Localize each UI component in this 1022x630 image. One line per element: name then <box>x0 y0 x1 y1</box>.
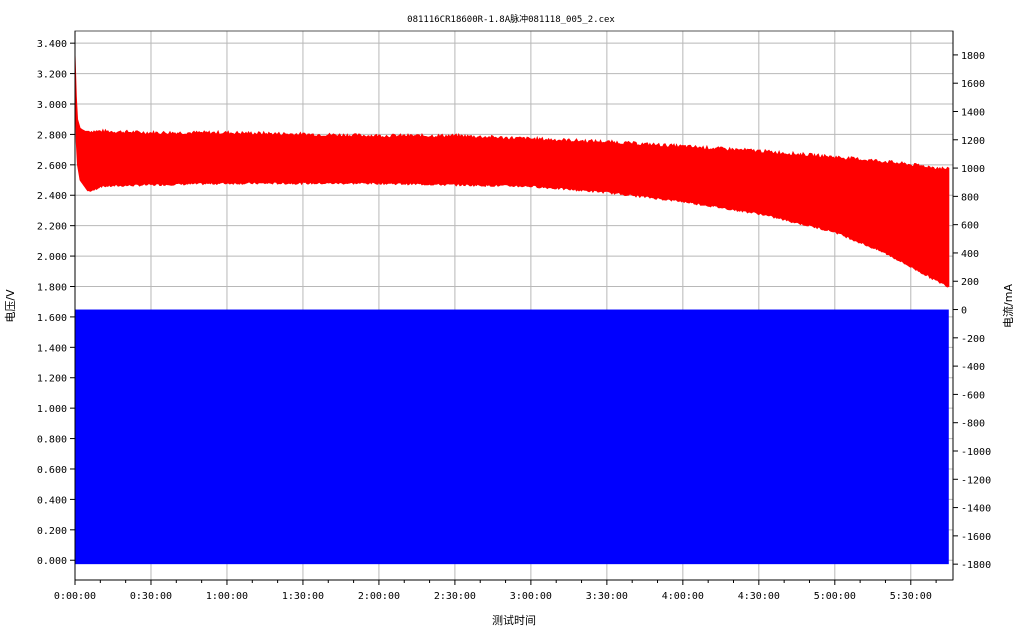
y-right-tick-label: 600 <box>961 221 979 232</box>
y-left-tick-label: 2.200 <box>37 222 67 233</box>
x-axis-label: 测试时间 <box>492 614 536 627</box>
y-left-tick-label: 3.400 <box>37 39 67 50</box>
y-right-tick-label: -1000 <box>961 447 991 458</box>
y-right-tick-label: 0 <box>961 306 967 317</box>
y-left-tick-label: 0.400 <box>37 495 67 506</box>
x-tick-label: 2:30:00 <box>434 591 476 602</box>
y-right-tick-label: -200 <box>961 334 985 345</box>
y-left-tick-label: 1.000 <box>37 404 67 415</box>
x-tick-label: 4:00:00 <box>662 591 704 602</box>
y-left-tick-label: 1.400 <box>37 343 67 354</box>
x-tick-label: 2:00:00 <box>358 591 400 602</box>
y-left-tick-label: 2.800 <box>37 130 67 141</box>
y-right-tick-label: -1600 <box>961 532 991 543</box>
x-tick-label: 0:30:00 <box>130 591 172 602</box>
y-right-tick-label: -1200 <box>961 475 991 486</box>
x-tick-label: 5:30:00 <box>890 591 932 602</box>
x-tick-label: 1:30:00 <box>282 591 324 602</box>
y-left-tick-label: 3.200 <box>37 70 67 81</box>
y-right-tick-label: -800 <box>961 419 985 430</box>
x-tick-label: 0:00:00 <box>54 591 96 602</box>
x-tick-label: 5:00:00 <box>814 591 856 602</box>
y-right-tick-label: 1600 <box>961 79 985 90</box>
y-left-tick-label: 2.600 <box>37 161 67 172</box>
y-right-tick-label: 1000 <box>961 164 985 175</box>
y-left-tick-label: 0.800 <box>37 435 67 446</box>
y-right-tick-label: 800 <box>961 192 979 203</box>
current-series-band <box>75 309 949 565</box>
y-right-tick-label: 1400 <box>961 107 985 118</box>
y-left-tick-label: 0.200 <box>37 526 67 537</box>
x-tick-label: 4:30:00 <box>738 591 780 602</box>
y-right-tick-label: 200 <box>961 277 979 288</box>
x-tick-label: 3:30:00 <box>586 591 628 602</box>
y-left-tick-label: 0.600 <box>37 465 67 476</box>
y-right-tick-label: -400 <box>961 362 985 373</box>
y-right-tick-label: -1800 <box>961 560 991 571</box>
y-left-tick-label: 2.000 <box>37 252 67 263</box>
series-layer <box>74 55 950 565</box>
voltage-series-band <box>74 55 950 288</box>
y-left-tick-label: 2.400 <box>37 191 67 202</box>
y-left-tick-label: 1.600 <box>37 313 67 324</box>
y-axis-left-label: 电压/V <box>4 289 17 323</box>
y-right-tick-label: 400 <box>961 249 979 260</box>
y-axis-right-label: 电流/mA <box>1001 284 1015 328</box>
x-tick-label: 3:00:00 <box>510 591 552 602</box>
y-left-tick-label: 1.800 <box>37 282 67 293</box>
chart-title: 081116CR18600R-1.8A脉冲081118_005_2.cex <box>407 13 615 25</box>
y-left-tick-label: 3.000 <box>37 100 67 111</box>
y-left-tick-label: 1.200 <box>37 374 67 385</box>
y-right-tick-label: 1200 <box>961 136 985 147</box>
axes: 0:00:00 0:30:00 1:00:00 1:30:00 2:00:00 2:30:… <box>37 31 991 602</box>
y-right-tick-label: 1800 <box>961 51 985 62</box>
x-tick-label: 1:00:00 <box>206 591 248 602</box>
y-left-tick-label: 0.000 <box>37 556 67 567</box>
y-right-tick-label: -600 <box>961 390 985 401</box>
y-right-tick-label: -1400 <box>961 504 991 515</box>
